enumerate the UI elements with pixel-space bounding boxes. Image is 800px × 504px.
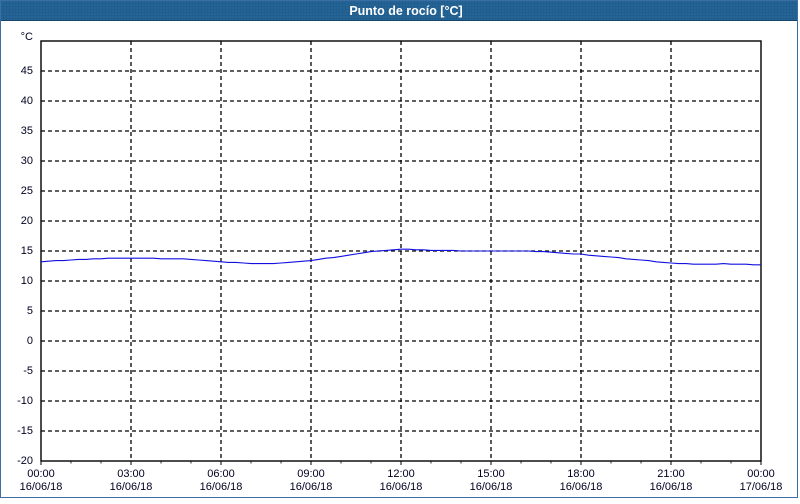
svg-text:09:00: 09:00 xyxy=(297,468,325,480)
svg-text:-10: -10 xyxy=(17,395,33,407)
svg-text:10: 10 xyxy=(21,275,33,287)
svg-text:17/06/18: 17/06/18 xyxy=(740,481,783,493)
svg-text:15: 15 xyxy=(21,245,33,257)
svg-text:5: 5 xyxy=(27,305,33,317)
svg-text:35: 35 xyxy=(21,125,33,137)
svg-text:0: 0 xyxy=(27,335,33,347)
svg-text:16/06/18: 16/06/18 xyxy=(650,481,693,493)
svg-text:20: 20 xyxy=(21,215,33,227)
svg-text:25: 25 xyxy=(21,185,33,197)
svg-text:15:00: 15:00 xyxy=(477,468,505,480)
svg-text:-5: -5 xyxy=(23,365,33,377)
svg-text:°C: °C xyxy=(21,31,33,43)
svg-text:06:00: 06:00 xyxy=(207,468,235,480)
svg-text:-20: -20 xyxy=(17,455,33,467)
svg-text:18:00: 18:00 xyxy=(567,468,595,480)
svg-text:12:00: 12:00 xyxy=(387,468,415,480)
svg-text:16/06/18: 16/06/18 xyxy=(200,481,243,493)
svg-text:03:00: 03:00 xyxy=(117,468,145,480)
svg-text:45: 45 xyxy=(21,65,33,77)
svg-text:16/06/18: 16/06/18 xyxy=(560,481,603,493)
svg-text:16/06/18: 16/06/18 xyxy=(20,481,63,493)
svg-text:-15: -15 xyxy=(17,425,33,437)
svg-text:00:00: 00:00 xyxy=(27,468,55,480)
svg-text:21:00: 21:00 xyxy=(657,468,685,480)
svg-text:16/06/18: 16/06/18 xyxy=(290,481,333,493)
svg-text:16/06/18: 16/06/18 xyxy=(470,481,513,493)
svg-text:40: 40 xyxy=(21,95,33,107)
svg-text:16/06/18: 16/06/18 xyxy=(380,481,423,493)
svg-text:00:00: 00:00 xyxy=(747,468,775,480)
svg-text:16/06/18: 16/06/18 xyxy=(110,481,153,493)
svg-text:30: 30 xyxy=(21,155,33,167)
